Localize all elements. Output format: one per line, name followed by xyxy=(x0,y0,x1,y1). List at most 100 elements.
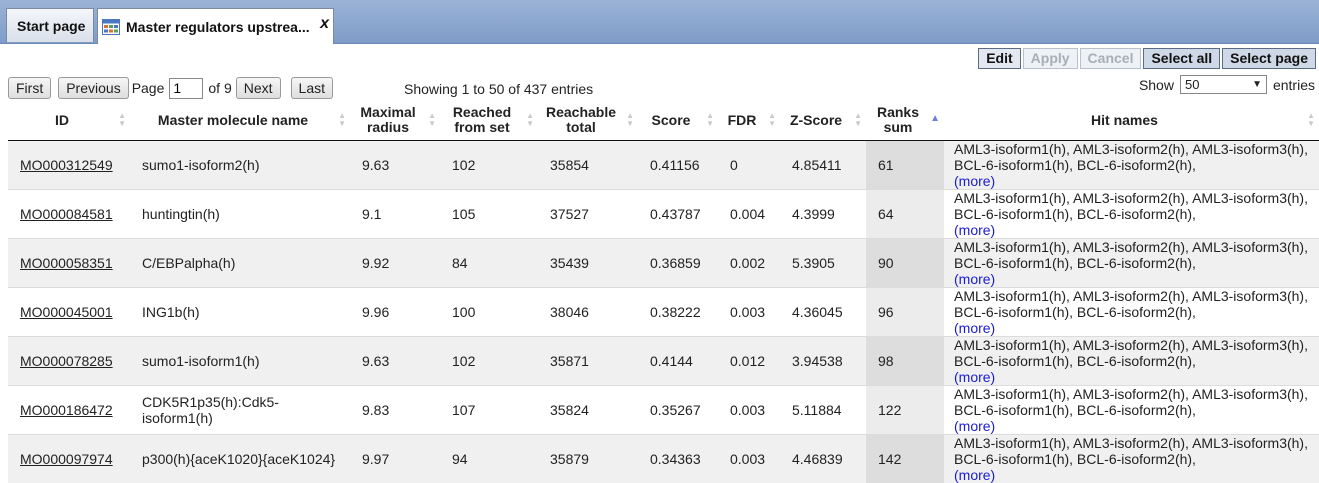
column-header-zscore[interactable]: Z-Score ▲ ▼ xyxy=(780,101,866,141)
table-row[interactable]: MO000312549 sumo1-isoform2(h) 9.63 102 35854… xyxy=(8,139,1319,189)
cell-ranks-sum: 122 xyxy=(866,384,944,434)
cell-ranks-sum: 142 xyxy=(866,433,944,483)
cell-fdr: 0.004 xyxy=(718,188,780,238)
edit-button[interactable]: Edit xyxy=(978,48,1021,69)
column-header-total[interactable]: Reachable total ▲ ▼ xyxy=(538,101,638,141)
cell-radius: 9.63 xyxy=(350,139,440,189)
cell-reached: 102 xyxy=(440,139,538,189)
sort-ascending-icon: ▲ xyxy=(930,113,940,124)
table-row[interactable]: MO000045001 ING1b(h) 9.96 100 38046 0.38222 0.… xyxy=(8,286,1319,336)
cell-total: 35879 xyxy=(538,433,638,483)
cell-total: 35439 xyxy=(538,237,638,287)
sort-arrows-icon: ▲ ▼ xyxy=(626,111,634,128)
cell-score: 0.43787 xyxy=(638,188,718,238)
select-page-button[interactable]: Select page xyxy=(1222,48,1316,69)
hit-names-text: AML3-isoform1(h), AML3-isoform2(h), AML3… xyxy=(954,238,1308,271)
more-link[interactable]: (more) xyxy=(954,319,996,336)
cancel-button[interactable]: Cancel xyxy=(1079,48,1142,69)
previous-page-button[interactable]: Previous xyxy=(58,77,129,99)
tab-label: Master regulators upstrea... xyxy=(126,18,310,35)
cell-id[interactable]: MO000084581 xyxy=(8,188,130,238)
table-row[interactable]: MO000186472 CDK5R1p35(h):Cdk5-isoform1(h)… xyxy=(8,384,1319,434)
page-label: Page xyxy=(131,80,165,96)
column-header-ranks-sum[interactable]: Ranks sum ▲ xyxy=(866,101,944,141)
action-toolbar: Edit Apply Cancel Select all Select page xyxy=(976,48,1316,69)
molecule-id-link[interactable]: MO000312549 xyxy=(20,156,113,173)
cell-reached: 84 xyxy=(440,237,538,287)
cell-ranks-sum: 64 xyxy=(866,188,944,238)
first-page-button[interactable]: First xyxy=(8,77,52,99)
more-link[interactable]: (more) xyxy=(954,466,996,483)
last-page-button[interactable]: Last xyxy=(290,77,334,99)
tab-start-page[interactable]: Start page xyxy=(6,8,94,42)
cell-hit-names: AML3-isoform1(h), AML3-isoform2(h), AML3… xyxy=(944,286,1319,336)
cell-fdr: 0.003 xyxy=(718,286,780,336)
cell-score: 0.4144 xyxy=(638,335,718,385)
page-count: of 9 xyxy=(208,80,232,96)
cell-total: 35824 xyxy=(538,384,638,434)
cell-name: huntingtin(h) xyxy=(130,188,350,238)
column-header-score[interactable]: Score ▲ ▼ xyxy=(638,101,718,141)
column-header-id[interactable]: ID ▲ ▼ xyxy=(8,101,130,141)
column-header-fdr[interactable]: FDR ▲ ▼ xyxy=(718,101,780,141)
cell-score: 0.38222 xyxy=(638,286,718,336)
cell-ranks-sum: 96 xyxy=(866,286,944,336)
cell-total: 35871 xyxy=(538,335,638,385)
cell-score: 0.34363 xyxy=(638,433,718,483)
table-header-row: ID ▲ ▼ Master molecule name ▲ ▼ Maximal radi… xyxy=(8,101,1319,141)
next-page-button[interactable]: Next xyxy=(235,77,281,99)
cell-hit-names: AML3-isoform1(h), AML3-isoform2(h), AML3… xyxy=(944,188,1319,238)
select-all-button[interactable]: Select all xyxy=(1143,48,1221,69)
pager: First Previous Page of 9 Next Last xyxy=(8,77,340,99)
more-link[interactable]: (more) xyxy=(954,368,996,385)
cell-name: sumo1-isoform1(h) xyxy=(130,335,350,385)
table-row[interactable]: MO000058351 C/EBPalpha(h) 9.92 84 35439 0.368… xyxy=(8,237,1319,287)
more-link[interactable]: (more) xyxy=(954,417,996,434)
cell-zscore: 4.36045 xyxy=(780,286,866,336)
sort-arrows-icon: ▲ ▼ xyxy=(1307,111,1315,128)
more-link[interactable]: (more) xyxy=(954,172,996,189)
cell-id[interactable]: MO000312549 xyxy=(8,139,130,189)
molecule-id-link[interactable]: MO000058351 xyxy=(20,254,113,271)
column-header-hit-names[interactable]: Hit names ▲ ▼ xyxy=(944,101,1319,141)
cell-id[interactable]: MO000045001 xyxy=(8,286,130,336)
cell-reached: 100 xyxy=(440,286,538,336)
table-row[interactable]: MO000097974 p300(h){aceK1020}{aceK1024} 9.… xyxy=(8,433,1319,483)
molecule-id-link[interactable]: MO000078285 xyxy=(20,352,113,369)
hit-names-text: AML3-isoform1(h), AML3-isoform2(h), AML3… xyxy=(954,189,1308,222)
cell-hit-names: AML3-isoform1(h), AML3-isoform2(h), AML3… xyxy=(944,237,1319,287)
sort-arrows-icon: ▲ ▼ xyxy=(118,111,126,128)
chevron-down-icon: ▼ xyxy=(1252,79,1262,90)
cell-zscore: 5.3905 xyxy=(780,237,866,287)
cell-radius: 9.92 xyxy=(350,237,440,287)
column-header-reached[interactable]: Reached from set ▲ ▼ xyxy=(440,101,538,141)
page-number-input[interactable] xyxy=(169,77,204,99)
page-size-select[interactable]: 50 ▼ xyxy=(1179,75,1267,94)
hit-names-text: AML3-isoform1(h), AML3-isoform2(h), AML3… xyxy=(954,140,1308,173)
hit-names-text: AML3-isoform1(h), AML3-isoform2(h), AML3… xyxy=(954,336,1308,369)
cell-zscore: 4.3999 xyxy=(780,188,866,238)
column-header-radius[interactable]: Maximal radius ▲ ▼ xyxy=(350,101,440,141)
close-icon[interactable]: x xyxy=(320,15,329,32)
table-row[interactable]: MO000084581 huntingtin(h) 9.1 105 37527 0.437… xyxy=(8,188,1319,238)
table-row[interactable]: MO000078285 sumo1-isoform1(h) 9.63 102 35871… xyxy=(8,335,1319,385)
more-link[interactable]: (more) xyxy=(954,270,996,287)
hit-names-text: AML3-isoform1(h), AML3-isoform2(h), AML3… xyxy=(954,434,1308,467)
cell-id[interactable]: MO000078285 xyxy=(8,335,130,385)
molecule-id-link[interactable]: MO000084581 xyxy=(20,205,113,222)
cell-score: 0.41156 xyxy=(638,139,718,189)
molecule-id-link[interactable]: MO000045001 xyxy=(20,303,113,320)
tab-master-regulators[interactable]: Master regulators upstrea... x xyxy=(97,8,334,44)
cell-id[interactable]: MO000097974 xyxy=(8,433,130,483)
molecule-id-link[interactable]: MO000097974 xyxy=(20,450,113,467)
cell-radius: 9.1 xyxy=(350,188,440,238)
apply-button[interactable]: Apply xyxy=(1022,48,1078,69)
cell-id[interactable]: MO000186472 xyxy=(8,384,130,434)
more-link[interactable]: (more) xyxy=(954,221,996,238)
molecule-id-link[interactable]: MO000186472 xyxy=(20,401,113,418)
cell-radius: 9.83 xyxy=(350,384,440,434)
cell-zscore: 3.94538 xyxy=(780,335,866,385)
cell-id[interactable]: MO000058351 xyxy=(8,237,130,287)
column-header-name[interactable]: Master molecule name ▲ ▼ xyxy=(130,101,350,141)
cell-score: 0.36859 xyxy=(638,237,718,287)
